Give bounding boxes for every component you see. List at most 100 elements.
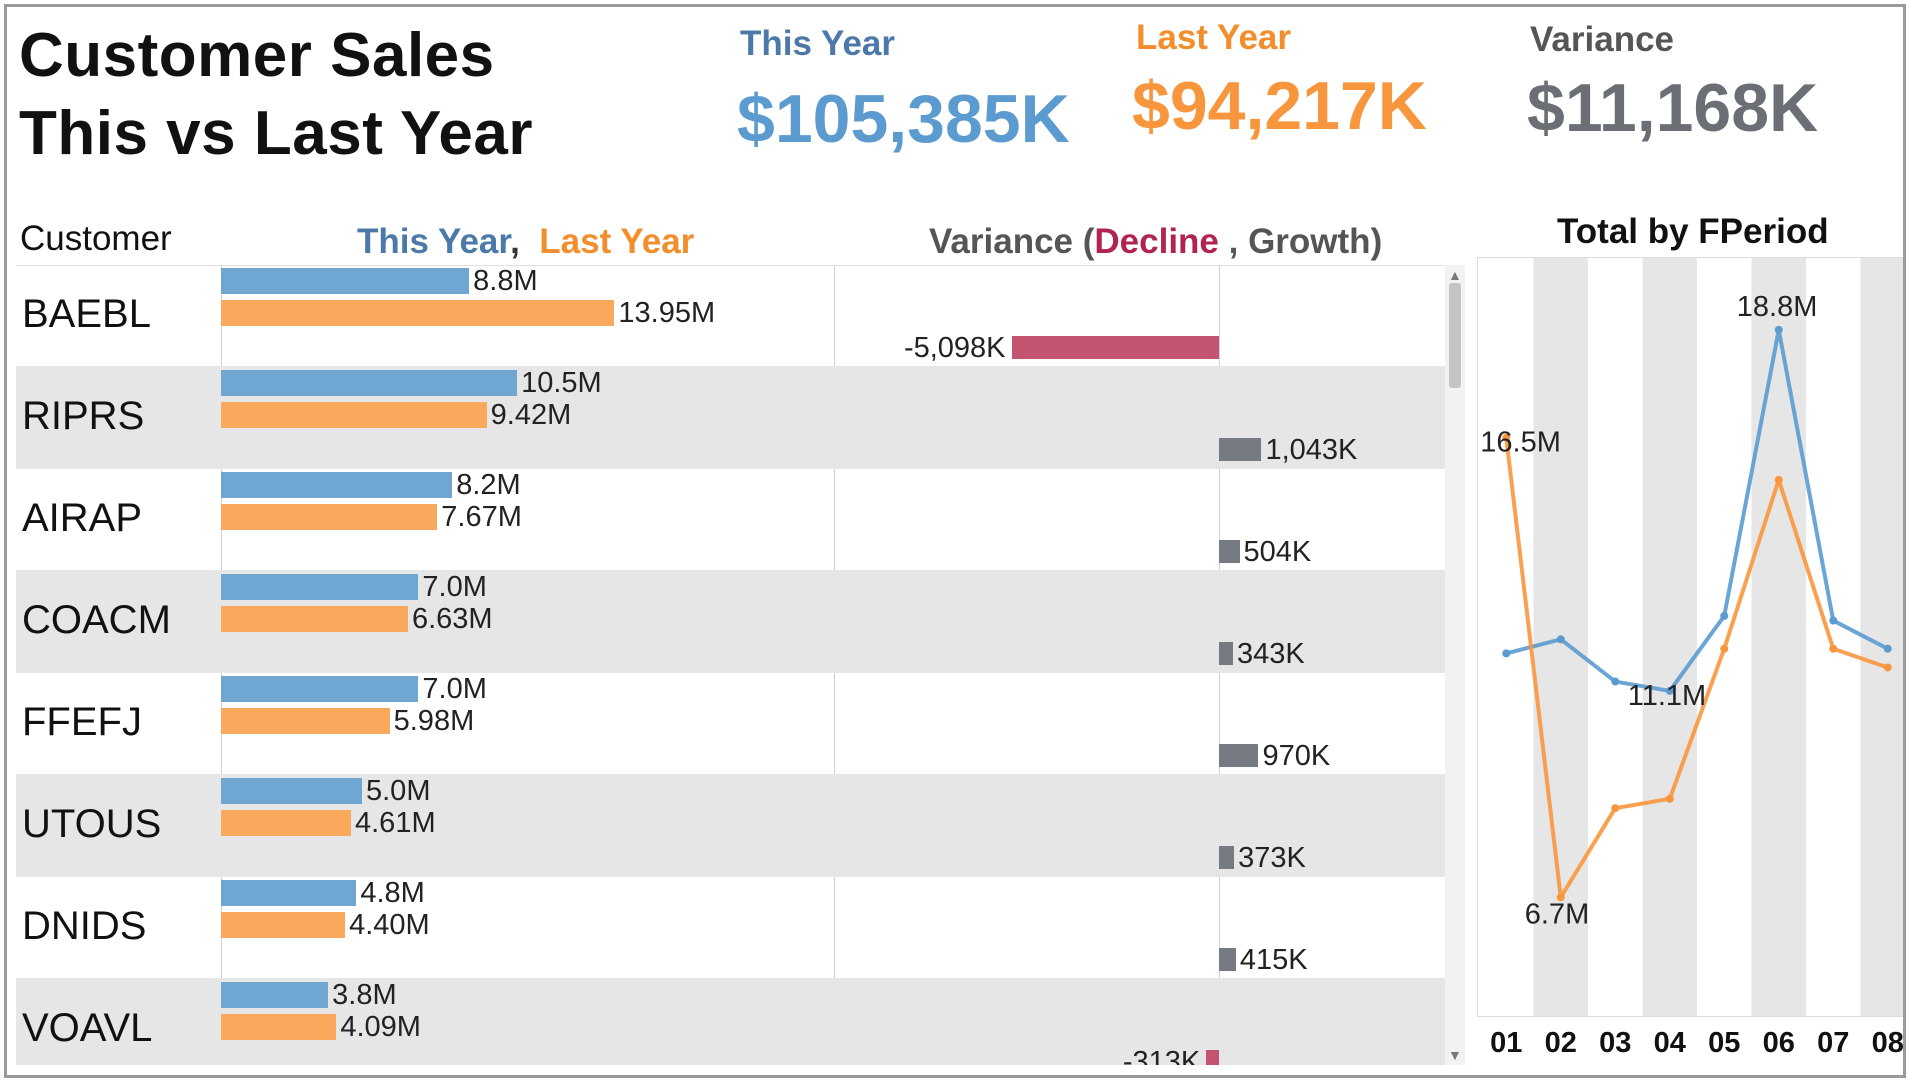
last-year-bar[interactable]: [221, 810, 351, 836]
last-year-bar-label: 7.67M: [441, 501, 522, 533]
legend-decline: Decline: [1094, 222, 1219, 261]
table-row[interactable]: AIRAP 8.2M 7.67M 504K: [16, 469, 1445, 571]
table-top-rule: [16, 265, 1445, 266]
last-year-line[interactable]: [1504, 437, 1889, 900]
scroll-down-arrow-icon[interactable]: ▼: [1448, 1047, 1462, 1063]
this-year-bar[interactable]: [221, 472, 453, 498]
customer-label: COACM: [22, 598, 171, 642]
legend-last-year: Last Year: [539, 222, 695, 261]
period-data-label: 16.5M: [1480, 427, 1561, 459]
variance-bar-label: -313K: [1122, 1046, 1201, 1065]
last-year-bar-label: 4.09M: [340, 1011, 421, 1043]
last-year-bar[interactable]: [221, 606, 408, 632]
kpi-last-year-label: Last Year: [1136, 18, 1292, 57]
this-year-point[interactable]: [1883, 644, 1892, 653]
last-year-point[interactable]: [1611, 804, 1620, 813]
table-row[interactable]: COACM 7.0M 6.63M 343K: [16, 571, 1445, 673]
table-row[interactable]: FFEFJ 7.0M 5.98M 970K: [16, 673, 1445, 775]
last-year-bar[interactable]: [221, 1014, 337, 1040]
this-year-bar-label: 7.0M: [422, 673, 487, 705]
variance-growth-bar[interactable]: [1219, 540, 1240, 563]
scroll-thumb[interactable]: [1449, 283, 1461, 388]
period-data-label: 18.8M: [1737, 291, 1818, 323]
this-year-point[interactable]: [1829, 616, 1838, 625]
this-year-bar[interactable]: [221, 574, 419, 600]
variance-bar-label: 343K: [1236, 638, 1305, 670]
this-year-bar[interactable]: [221, 676, 419, 702]
last-year-point[interactable]: [1665, 794, 1674, 803]
dashboard-frame: Customer Sales This vs Last Year This Ye…: [4, 4, 1906, 1078]
period-tick-label: 08: [1872, 1027, 1904, 1059]
this-year-point[interactable]: [1665, 686, 1674, 695]
this-year-bar[interactable]: [221, 982, 329, 1008]
last-year-bar[interactable]: [221, 300, 615, 326]
table-row[interactable]: UTOUS 5.0M 4.61M 373K: [16, 775, 1445, 877]
table-row[interactable]: VOAVL 3.8M 4.09M -313K: [16, 979, 1445, 1065]
variance-bar-label: 970K: [1262, 740, 1331, 772]
variance-growth-bar[interactable]: [1219, 744, 1259, 767]
kpi-last-year-value: $94,217K: [1132, 68, 1427, 144]
this-year-bar-label: 3.8M: [332, 979, 397, 1011]
variance-growth-bar[interactable]: [1219, 438, 1262, 461]
title-line-1: Customer Sales: [19, 21, 495, 90]
this-year-line[interactable]: [1505, 327, 1889, 693]
last-year-bar-label: 9.42M: [490, 399, 572, 431]
this-year-point[interactable]: [1502, 649, 1511, 658]
table-row[interactable]: BAEBL 8.8M 13.95M -5,098K: [16, 265, 1445, 367]
this-year-bar[interactable]: [221, 778, 362, 804]
kpi-this-year-value: $105,385K: [737, 81, 1070, 157]
period-band: [1642, 258, 1697, 1016]
period-tick-label: 04: [1654, 1027, 1686, 1059]
this-year-point[interactable]: [1611, 677, 1620, 686]
period-data-label: 11.1M: [1628, 680, 1706, 712]
period-chart-title: Total by FPeriod: [1557, 212, 1829, 251]
variance-bar-label: 504K: [1243, 536, 1312, 568]
customer-table[interactable]: BAEBL 8.8M 13.95M -5,098K RIPRS 10.5M 9.42M 1,0…: [16, 265, 1445, 1065]
bars-column-header: This Year, Last Year: [357, 222, 694, 262]
last-year-point[interactable]: [1829, 644, 1838, 653]
last-year-bar-label: 6.63M: [411, 603, 493, 635]
title-line-2: This vs Last Year: [19, 99, 533, 168]
this-year-bar-label: 7.0M: [422, 571, 487, 603]
legend-this-year: This Year: [357, 222, 511, 261]
variance-header-prefix: Variance (: [929, 222, 1095, 261]
variance-column-header: Variance (Decline , Growth): [929, 222, 1382, 262]
legend-comma: ,: [510, 222, 520, 261]
this-year-bar[interactable]: [221, 880, 357, 906]
table-scrollbar[interactable]: ▲ ▼: [1445, 265, 1465, 1065]
variance-header-suffix: ): [1370, 222, 1383, 261]
variance-bar-label: 373K: [1238, 842, 1306, 874]
this-year-bar-label: 8.2M: [456, 469, 521, 501]
last-year-point[interactable]: [1883, 663, 1892, 672]
this-year-point[interactable]: [1556, 635, 1565, 644]
customer-label: RIPRS: [22, 394, 145, 438]
customer-label: UTOUS: [22, 802, 162, 846]
period-tick-label: 06: [1763, 1027, 1795, 1059]
table-row[interactable]: RIPRS 10.5M 9.42M 1,043K: [16, 367, 1445, 469]
last-year-bar[interactable]: [221, 402, 487, 428]
variance-decline-bar[interactable]: [1011, 336, 1219, 359]
last-year-point[interactable]: [1720, 644, 1729, 653]
this-year-bar[interactable]: [221, 370, 518, 396]
this-year-point[interactable]: [1720, 611, 1729, 620]
customer-label: VOAVL: [22, 1006, 153, 1050]
customer-label: AIRAP: [22, 496, 143, 540]
this-year-bar-label: 4.8M: [360, 877, 425, 909]
variance-growth-bar[interactable]: [1219, 642, 1233, 665]
last-year-point[interactable]: [1774, 475, 1783, 484]
this-year-point[interactable]: [1774, 325, 1783, 334]
scroll-up-arrow-icon[interactable]: ▲: [1448, 267, 1462, 283]
variance-decline-bar[interactable]: [1206, 1050, 1219, 1065]
last-year-point[interactable]: [1556, 893, 1565, 902]
variance-growth-bar[interactable]: [1219, 948, 1236, 971]
customer-label: DNIDS: [22, 904, 147, 948]
variance-growth-bar[interactable]: [1219, 846, 1235, 869]
last-year-point[interactable]: [1502, 433, 1511, 442]
this-year-bar-label: 8.8M: [473, 265, 538, 297]
table-row[interactable]: DNIDS 4.8M 4.40M 415K: [16, 877, 1445, 979]
last-year-bar[interactable]: [221, 504, 438, 530]
last-year-bar[interactable]: [221, 912, 346, 938]
last-year-bar[interactable]: [221, 708, 390, 734]
this-year-bar[interactable]: [221, 268, 470, 294]
customer-label: FFEFJ: [22, 700, 142, 744]
